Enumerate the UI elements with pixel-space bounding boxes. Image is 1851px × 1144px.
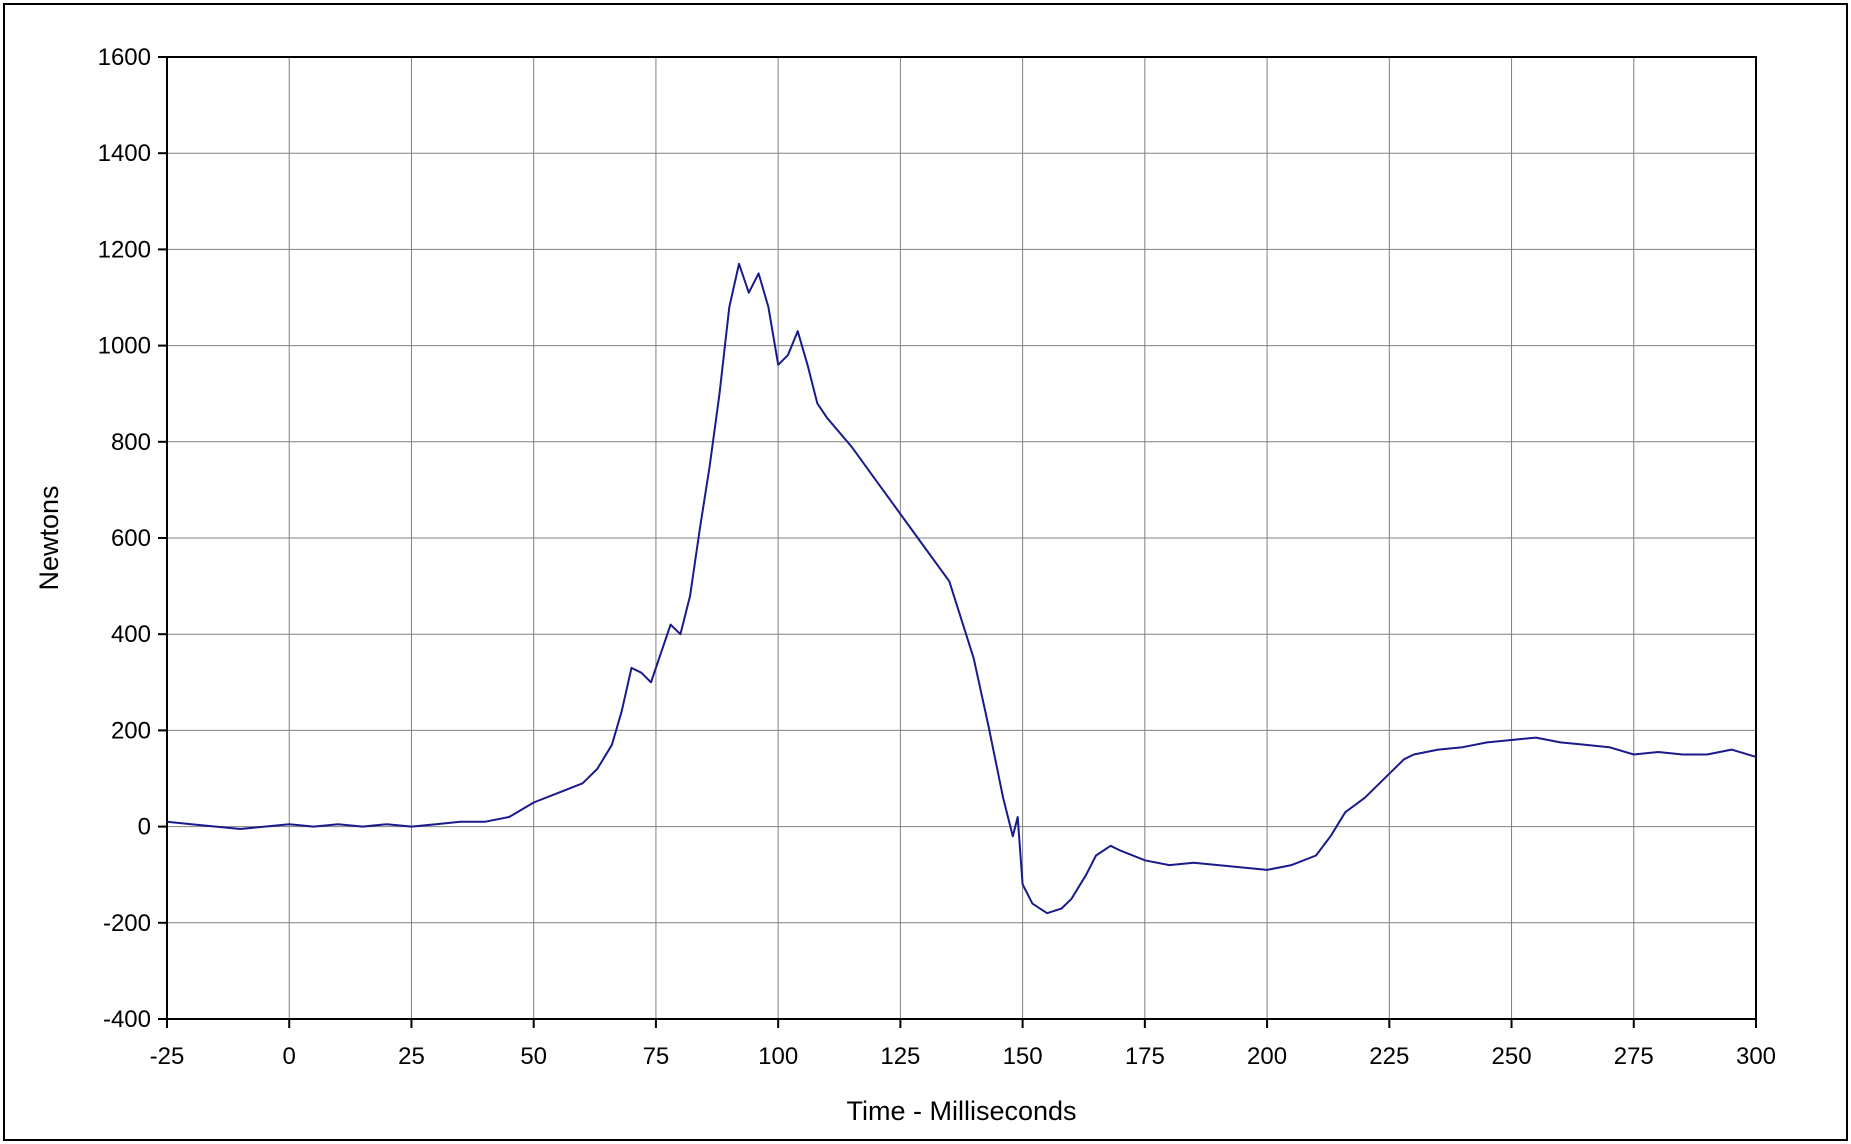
x-tick-label: 50 (520, 1043, 547, 1070)
x-tick-label: 125 (880, 1043, 920, 1070)
y-tick-label: 200 (111, 717, 151, 744)
y-tick-label: 800 (111, 429, 151, 456)
x-tick-label: 200 (1247, 1043, 1287, 1070)
y-tick-label: -400 (103, 1006, 151, 1033)
y-tick-label: 1000 (98, 333, 151, 360)
x-tick-label: 275 (1614, 1043, 1654, 1070)
x-tick-label: 75 (643, 1043, 670, 1070)
axes: -25 0 25 50 75 100 125 150 175 200 225 250 275 300 -40… (98, 44, 1776, 1070)
series-layer (166, 262, 1757, 915)
x-tick-label: 250 (1492, 1043, 1532, 1070)
y-tick-label: 0 (138, 814, 151, 841)
y-tick-label: -200 (103, 910, 151, 937)
x-tick-label: 0 (283, 1043, 296, 1070)
y-tick-label: 400 (111, 621, 151, 648)
x-tick-label: 225 (1369, 1043, 1409, 1070)
y-tick-label: 1200 (98, 236, 151, 263)
chart-background (3, 3, 1848, 1141)
x-tick-label: 25 (398, 1043, 425, 1070)
x-tick-label: 100 (758, 1043, 798, 1070)
x-tick-label: 300 (1736, 1043, 1776, 1070)
y-tick-label: 1400 (98, 140, 151, 167)
x-tick-label: 175 (1125, 1043, 1165, 1070)
y-tick-label: 1600 (98, 44, 151, 71)
x-tick-label: -25 (150, 1043, 185, 1070)
x-axis-title: Time - Milliseconds (846, 1096, 1076, 1126)
series-line (166, 262, 1757, 915)
y-tick-label: 600 (111, 525, 151, 552)
x-tick-label: 150 (1003, 1043, 1043, 1070)
y-axis-title: Newtons (34, 485, 64, 590)
